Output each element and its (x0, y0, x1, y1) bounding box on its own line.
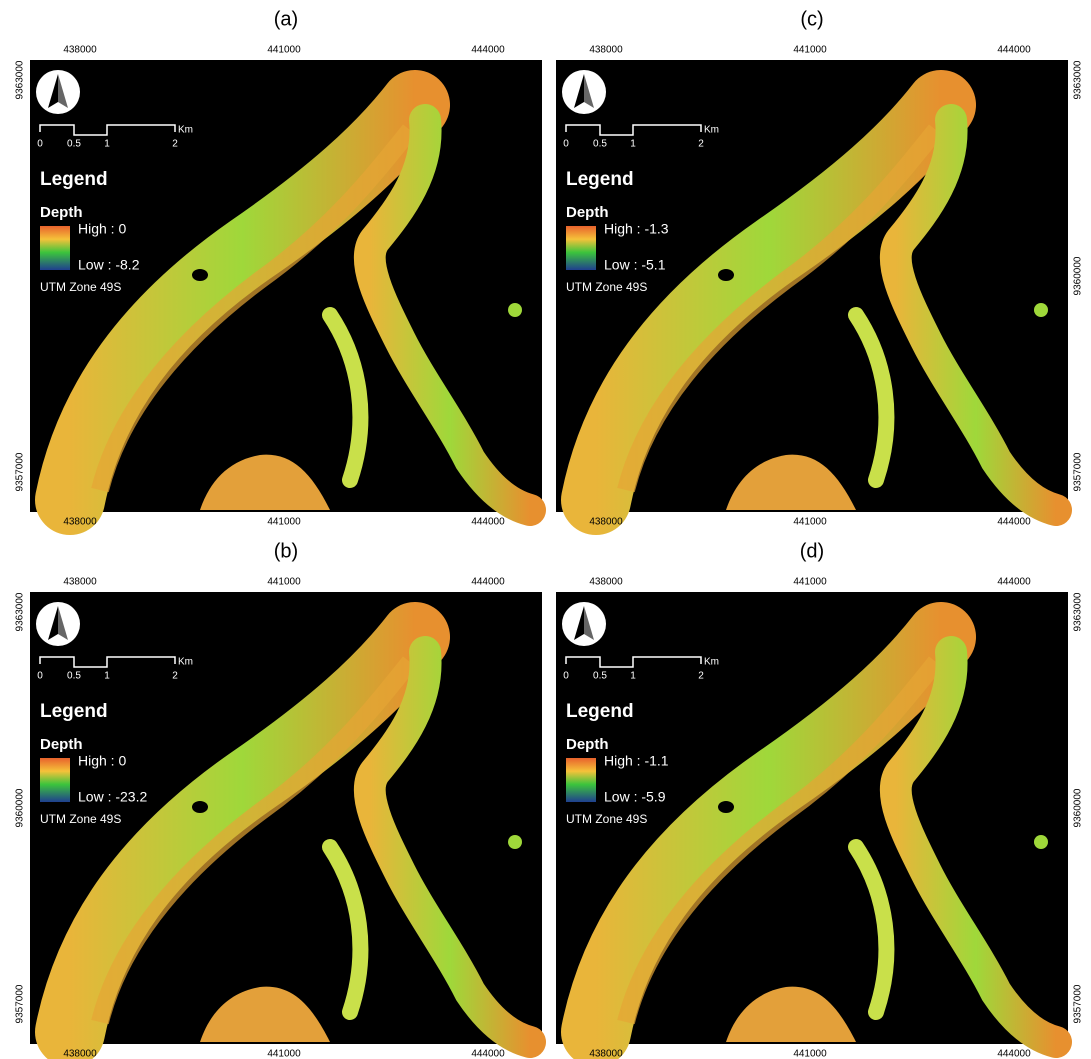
legend-swatch (40, 758, 70, 802)
y-tick-label: 9357000 (15, 984, 26, 1023)
y-tick-label: 9363000 (15, 60, 26, 99)
x-tick-label: 444000 (471, 577, 505, 588)
x-tick-label: 441000 (793, 517, 827, 528)
legend-title: Legend (40, 701, 108, 722)
legend-zone: UTM Zone 49S (566, 812, 647, 826)
x-tick-label: 438000 (589, 517, 623, 528)
legend-title: Legend (40, 169, 108, 190)
legend-swatch (40, 226, 70, 270)
x-tick-label: 441000 (267, 577, 301, 588)
legend-low: Low : -5.1 (604, 257, 666, 273)
scale-unit: Km (178, 657, 193, 668)
legend-swatch (566, 758, 596, 802)
scale-label: 1 (104, 139, 110, 150)
scale-label: 1 (104, 671, 110, 682)
panel-label: (b) (274, 540, 298, 562)
legend-variable: Depth (566, 204, 609, 221)
scale-label: 1 (630, 139, 636, 150)
x-tick-label: 438000 (589, 45, 623, 56)
panel-label: (d) (800, 540, 824, 562)
scale-label: 2 (172, 671, 178, 682)
map-panel: (d) 438000 438000 441000 441000 444000 444000 9… (556, 540, 1084, 1059)
scale-label: 2 (698, 671, 704, 682)
legend-high: High : 0 (78, 753, 126, 769)
scale-label: 0 (37, 139, 43, 150)
x-tick-label: 441000 (793, 1049, 827, 1059)
x-tick-label: 438000 (589, 577, 623, 588)
scale-unit: Km (178, 125, 193, 136)
legend-low: Low : -8.2 (78, 257, 140, 273)
map-panel: (c) 438000 438000 441000 441000 444000 444000 9… (556, 8, 1084, 527)
scale-unit: Km (704, 125, 719, 136)
legend-low: Low : -5.9 (604, 789, 666, 805)
x-tick-label: 444000 (997, 1049, 1031, 1059)
legend-swatch (566, 226, 596, 270)
scale-label: 2 (172, 139, 178, 150)
x-tick-label: 438000 (63, 577, 97, 588)
legend-high: High : -1.3 (604, 221, 669, 237)
y-tick-label: 9363000 (1073, 60, 1084, 99)
x-tick-label: 438000 (63, 1049, 97, 1059)
x-tick-label: 441000 (267, 517, 301, 528)
x-tick-label: 441000 (793, 45, 827, 56)
legend-title: Legend (566, 169, 634, 190)
legend-high: High : 0 (78, 221, 126, 237)
legend-variable: Depth (40, 736, 83, 753)
scale-label: 0.5 (593, 139, 607, 150)
x-tick-label: 444000 (471, 1049, 505, 1059)
x-tick-label: 441000 (793, 577, 827, 588)
x-tick-label: 438000 (63, 45, 97, 56)
x-tick-label: 441000 (267, 45, 301, 56)
panel-label: (c) (800, 8, 823, 30)
y-tick-label: 9360000 (1073, 256, 1084, 295)
x-tick-label: 444000 (997, 45, 1031, 56)
x-tick-label: 438000 (63, 517, 97, 528)
x-tick-label: 444000 (997, 577, 1031, 588)
panel-label: (a) (274, 8, 298, 30)
legend-variable: Depth (40, 204, 83, 221)
y-tick-label: 9360000 (1073, 788, 1084, 827)
x-tick-label: 441000 (267, 1049, 301, 1059)
scale-label: 2 (698, 139, 704, 150)
x-tick-label: 438000 (589, 1049, 623, 1059)
legend-high: High : -1.1 (604, 753, 669, 769)
scale-label: 0 (563, 139, 569, 150)
scale-label: 0.5 (67, 671, 81, 682)
legend-zone: UTM Zone 49S (40, 280, 121, 294)
map-panel: (b) 438000 438000 441000 441000 444000 444000 9… (15, 540, 542, 1059)
y-tick-label: 9357000 (1073, 984, 1084, 1023)
scale-label: 1 (630, 671, 636, 682)
legend-variable: Depth (566, 736, 609, 753)
y-tick-label: 9363000 (1073, 592, 1084, 631)
y-tick-label: 9357000 (15, 452, 26, 491)
figure: (a) 438000 438000 441000 441000 444000 444000 9… (0, 0, 1091, 1059)
y-tick-label: 9363000 (15, 592, 26, 631)
map-panel: (a) 438000 438000 441000 441000 444000 444000 9… (15, 8, 542, 527)
scale-label: 0.5 (67, 139, 81, 150)
scale-label: 0 (563, 671, 569, 682)
scale-unit: Km (704, 657, 719, 668)
legend-title: Legend (566, 701, 634, 722)
x-tick-label: 444000 (471, 45, 505, 56)
y-tick-label: 9357000 (1073, 452, 1084, 491)
legend-zone: UTM Zone 49S (40, 812, 121, 826)
scale-label: 0.5 (593, 671, 607, 682)
legend-low: Low : -23.2 (78, 789, 147, 805)
legend-zone: UTM Zone 49S (566, 280, 647, 294)
x-tick-label: 444000 (997, 517, 1031, 528)
scale-label: 0 (37, 671, 43, 682)
x-tick-label: 444000 (471, 517, 505, 528)
y-tick-label: 9360000 (15, 788, 26, 827)
